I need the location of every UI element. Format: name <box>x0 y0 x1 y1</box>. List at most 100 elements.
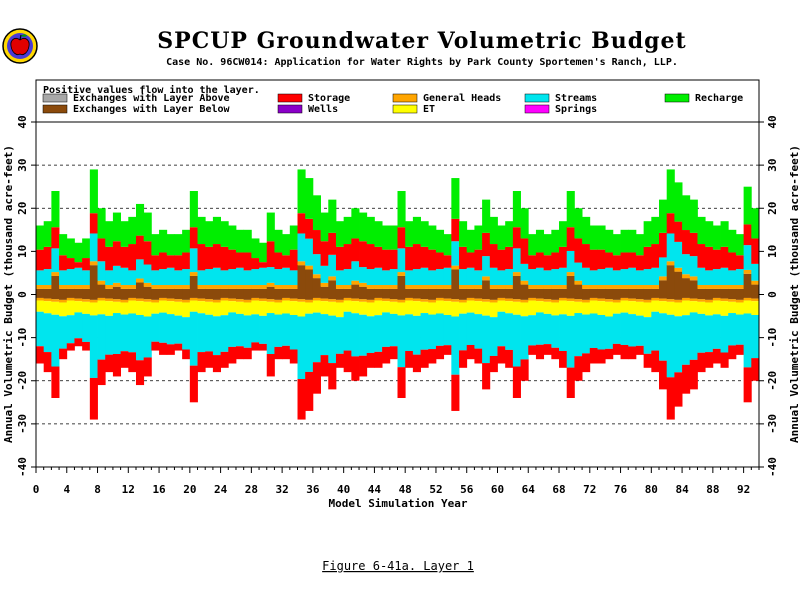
bar-segment <box>289 301 298 315</box>
x-tick-label: 76 <box>614 483 628 496</box>
bar-segment <box>566 275 575 295</box>
bar-segment <box>159 285 168 289</box>
bar-segment <box>197 244 206 271</box>
bar-segment <box>89 302 98 316</box>
bar-segment <box>120 299 129 303</box>
bar-segment <box>397 299 406 303</box>
bar-segment <box>612 288 621 295</box>
bar-segment <box>182 269 191 286</box>
bar-segment <box>428 294 437 300</box>
bar-segment <box>312 362 321 394</box>
bar-segment <box>605 267 614 286</box>
bar-segment <box>135 301 145 315</box>
bar-segment <box>682 274 691 279</box>
bar-segment <box>628 252 637 268</box>
bar-segment <box>443 285 452 289</box>
bar-segment <box>36 249 45 271</box>
bar-segment <box>220 221 229 247</box>
bar-segment <box>705 294 714 300</box>
legend-swatch <box>392 93 418 103</box>
bar-segment <box>143 264 152 283</box>
bar-segment <box>328 363 337 390</box>
bar-segment <box>505 298 514 302</box>
bar-segment <box>597 298 606 302</box>
y-tick-label: -40 <box>766 457 779 477</box>
bar-segment <box>305 371 314 411</box>
bar-segment <box>266 282 275 287</box>
bar-segment <box>635 299 645 302</box>
bar-segment <box>74 294 83 299</box>
bar-segment <box>366 316 375 353</box>
bar-segment <box>143 316 152 358</box>
bar-segment <box>366 269 375 286</box>
bar-segment <box>712 285 721 289</box>
bar-segment <box>489 299 498 303</box>
bar-segment <box>51 301 60 315</box>
bar-segment <box>466 267 475 286</box>
legend-label: General Heads <box>423 93 501 104</box>
bar-segment <box>574 301 583 314</box>
bar-segment <box>274 252 283 270</box>
bar-segment <box>351 356 360 381</box>
bar-segment <box>320 265 329 283</box>
bar-segment <box>212 299 221 303</box>
bar-segment <box>435 229 445 253</box>
bar-segment <box>720 246 729 268</box>
bar-segment <box>251 288 260 295</box>
bar-segment <box>297 316 306 380</box>
bar-segment <box>220 351 229 368</box>
bar-segment <box>543 313 552 345</box>
bar-segment <box>682 297 691 301</box>
bar-segment <box>443 298 452 302</box>
bar-segment <box>305 269 314 295</box>
bar-segment <box>266 313 275 355</box>
bar-segment <box>751 294 760 299</box>
bar-segment <box>312 230 321 255</box>
bar-segment <box>497 294 506 298</box>
bar-segment <box>435 285 445 289</box>
bar-segment <box>97 294 106 298</box>
bar-segment <box>651 285 660 289</box>
bar-segment <box>574 299 583 302</box>
bar-segment <box>751 298 760 302</box>
bar-segment <box>182 302 191 318</box>
bar-segment <box>551 229 560 253</box>
bar-segment <box>228 346 237 364</box>
bar-segment <box>459 299 468 303</box>
bar-segment <box>474 298 483 302</box>
bar-segment <box>512 314 521 367</box>
bar-segment <box>528 285 537 289</box>
bar-segment <box>389 294 398 300</box>
legend-item: ET <box>392 104 435 115</box>
bar-segment <box>743 294 752 298</box>
bar-segment <box>343 244 352 270</box>
bar-segment <box>166 298 175 302</box>
bar-segment <box>405 350 414 368</box>
bar-segment <box>612 255 621 271</box>
bar-segment <box>620 294 629 298</box>
bar-segment <box>582 314 591 354</box>
bar-segment <box>451 269 460 295</box>
bar-segment <box>343 294 352 298</box>
bar-segment <box>36 270 45 286</box>
bar-segment <box>297 169 306 214</box>
bar-segment <box>135 278 145 283</box>
bar-segment <box>643 302 652 318</box>
bar-segment <box>389 249 398 270</box>
bar-segment <box>174 285 183 289</box>
bar-segment <box>36 346 45 364</box>
bar-segment <box>59 348 68 360</box>
bar-segment <box>389 269 398 286</box>
bar-segment <box>282 267 291 286</box>
bar-segment <box>520 263 529 281</box>
bar-segment <box>489 288 498 295</box>
bar-segment <box>712 314 721 349</box>
bar-segment <box>643 285 652 289</box>
bar-segment <box>174 294 183 300</box>
bar-segment <box>420 299 429 302</box>
bar-segment <box>297 265 306 295</box>
y-tick-label: 20 <box>766 202 779 215</box>
bar-segment <box>689 294 698 299</box>
bar-segment <box>374 221 383 247</box>
